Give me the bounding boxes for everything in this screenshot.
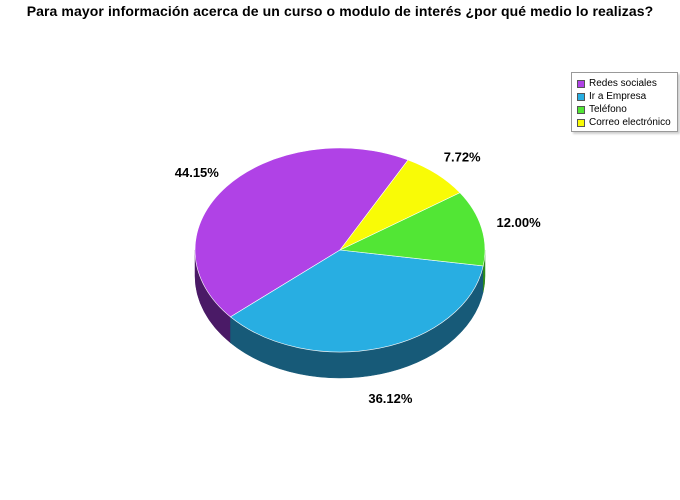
legend-swatch (577, 79, 585, 88)
legend-label: Ir a Empresa (589, 91, 647, 102)
legend-label: Correo electrónico (589, 117, 671, 128)
legend-item-redes-sociales: Redes sociales (577, 77, 677, 90)
legend-swatch (577, 105, 585, 114)
legend-label: Teléfono (589, 104, 627, 115)
pie-slice-0[interactable] (194, 147, 409, 318)
chart-title: Para mayor información acerca de un curs… (26, 3, 654, 19)
legend-item-ir-a-empresa: Ir a Empresa (577, 90, 677, 103)
data-label-3: 7.72% (444, 150, 481, 165)
legend: Redes sociales Ir a Empresa Teléfono Cor… (571, 72, 678, 132)
data-label-0: 44.15% (175, 165, 220, 180)
pie-slice-3[interactable] (339, 159, 461, 251)
pie-data-labels: 44.15% 36.12% 12.00% 7.72% (175, 150, 541, 407)
pie-slice-2[interactable] (338, 192, 486, 267)
legend-item-correo-electronico: Correo electrónico (577, 116, 677, 129)
legend-item-telefono: Teléfono (577, 103, 677, 116)
legend-label: Redes sociales (589, 78, 657, 89)
data-label-1: 36.12% (368, 391, 413, 406)
legend-swatch (577, 92, 585, 101)
legend-swatch (577, 118, 585, 127)
pie-slices (194, 147, 486, 353)
data-label-2: 12.00% (497, 215, 542, 230)
pie-slice-1[interactable] (229, 249, 484, 353)
